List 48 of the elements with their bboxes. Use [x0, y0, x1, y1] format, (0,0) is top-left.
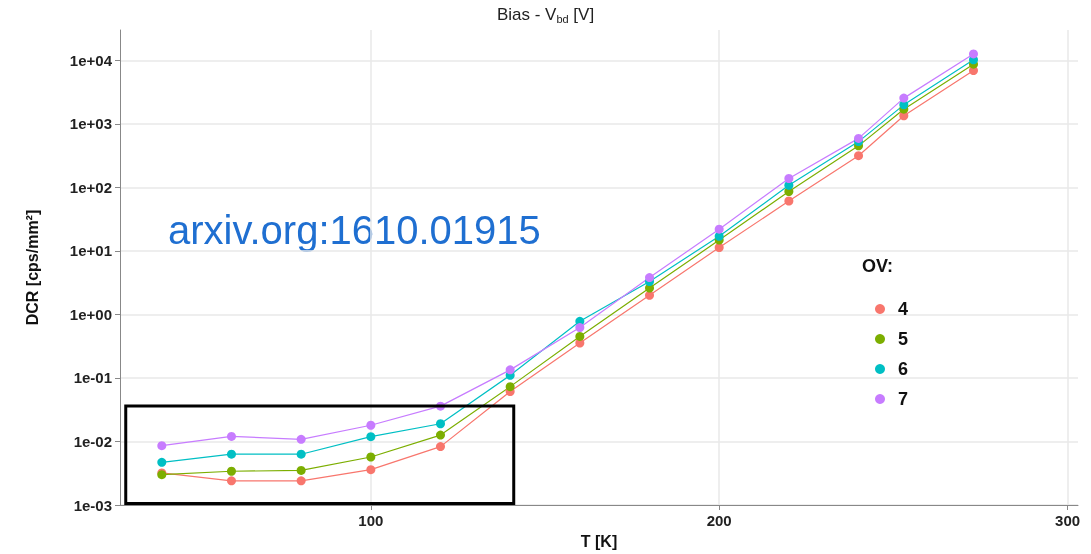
- point: [366, 432, 376, 442]
- y-tick-label: 1e+02: [69, 178, 112, 196]
- point: [575, 331, 585, 341]
- y-tick-label: 1e+04: [69, 51, 113, 69]
- point: [296, 476, 306, 486]
- point: [226, 449, 236, 459]
- point: [784, 196, 794, 206]
- y-tick-label: 1e+01: [69, 242, 112, 260]
- point: [366, 420, 376, 430]
- y-tick-label: 1e+03: [69, 115, 112, 133]
- point: [436, 430, 445, 440]
- x-axis-title: T [K]: [580, 532, 618, 550]
- point: [505, 382, 515, 392]
- point: [854, 133, 864, 143]
- point: [854, 151, 864, 161]
- point: [296, 449, 306, 459]
- legend-label: 4: [898, 299, 909, 319]
- y-tick-label: 1e-02: [73, 432, 112, 450]
- point: [226, 466, 236, 476]
- point: [157, 441, 167, 451]
- point: [714, 243, 724, 253]
- point: [226, 476, 236, 486]
- point: [505, 365, 515, 375]
- point: [969, 49, 978, 59]
- y-axis-title: DCR [cps/mm²]: [23, 209, 41, 326]
- point: [366, 465, 376, 475]
- legend-label: 6: [898, 359, 909, 379]
- point: [784, 173, 794, 183]
- y-tick-label: 1e+00: [69, 305, 112, 323]
- y-tick-label: 1e-01: [73, 369, 112, 387]
- point: [436, 419, 445, 429]
- point: [157, 457, 167, 467]
- point: [899, 93, 909, 103]
- legend-label: 7: [898, 389, 909, 409]
- point: [296, 465, 306, 475]
- legend-label: 5: [898, 329, 909, 349]
- point: [296, 434, 306, 444]
- x-tick-label: 100: [358, 512, 384, 529]
- point: [226, 431, 236, 441]
- x-tick-label: 200: [706, 512, 732, 529]
- point: [366, 452, 376, 462]
- legend-title: OV:: [862, 256, 894, 276]
- point: [714, 224, 724, 234]
- y-tick-label: 1e-03: [73, 496, 112, 514]
- point: [436, 442, 445, 452]
- annotation: arxiv.org:1610.01915: [168, 208, 541, 252]
- point: [575, 323, 585, 333]
- x-tick-label: 300: [1055, 512, 1081, 529]
